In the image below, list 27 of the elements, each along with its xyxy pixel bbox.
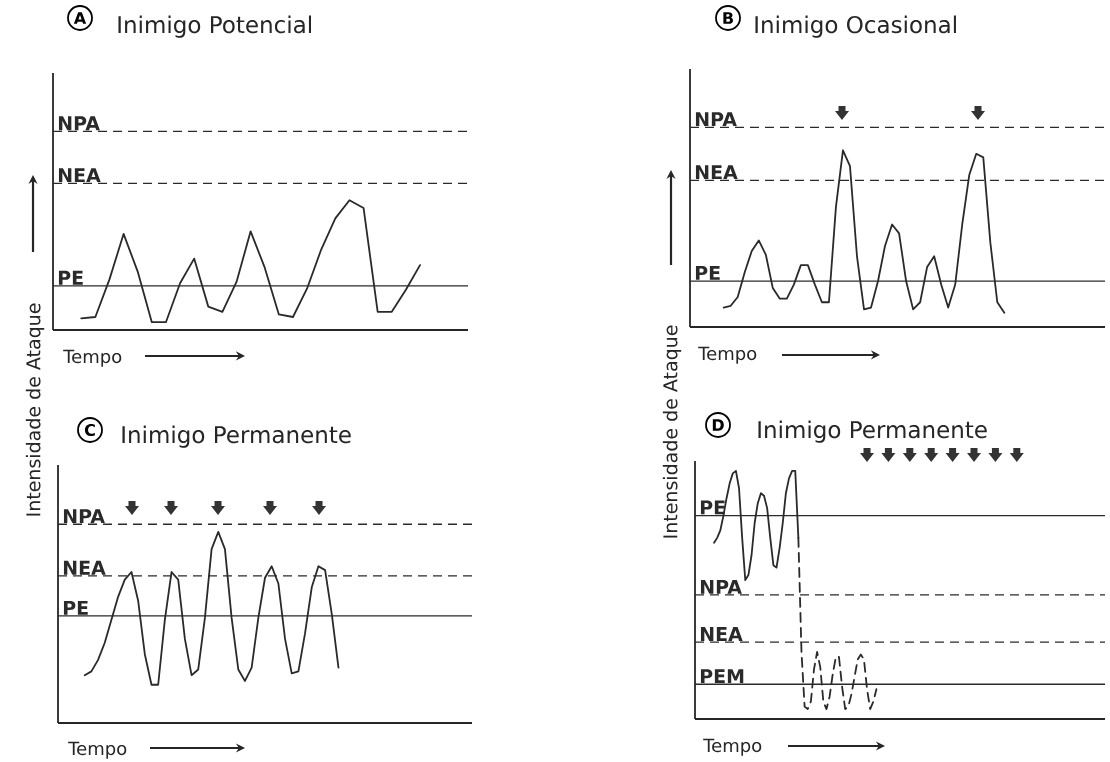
y-axis-title: Intensidade de Ataque — [662, 325, 682, 538]
chart-title: Inimigo Ocasional — [755, 15, 956, 38]
x-axis-title: Tempo — [703, 738, 762, 756]
y-axis-title: Intensidade de Ataque — [25, 303, 45, 516]
ref-line-label: PE — [700, 500, 725, 515]
chart-title: Inimigo Potencial — [118, 15, 312, 38]
chart-title: Inimigo Permanente — [122, 425, 351, 448]
ref-line-label: NEA — [58, 168, 101, 183]
text: A — [73, 12, 87, 24]
ref-line-label: NEA — [700, 627, 743, 641]
ref-line-label: NPA — [58, 116, 100, 131]
x-axis-title: Tempo — [63, 349, 122, 367]
ref-line-label: PE — [63, 600, 88, 615]
chart-title: Inimigo Permanente — [758, 420, 987, 443]
ref-line-label: NPA — [695, 112, 737, 127]
ref-line-label: NPA — [63, 509, 105, 524]
ref-line-label: PE — [695, 265, 720, 280]
ref-line-label: NEA — [695, 165, 738, 180]
text: D — [712, 419, 724, 431]
ref-line-label: PE — [58, 270, 83, 285]
ref-line-label: NEA — [63, 560, 106, 575]
x-axis-title: Tempo — [68, 741, 127, 759]
text: C — [84, 423, 95, 437]
ref-line-label: PEM — [700, 669, 744, 684]
ref-line-label: NPA — [700, 579, 742, 594]
text: B — [723, 12, 733, 24]
x-axis-title: Tempo — [698, 346, 757, 364]
